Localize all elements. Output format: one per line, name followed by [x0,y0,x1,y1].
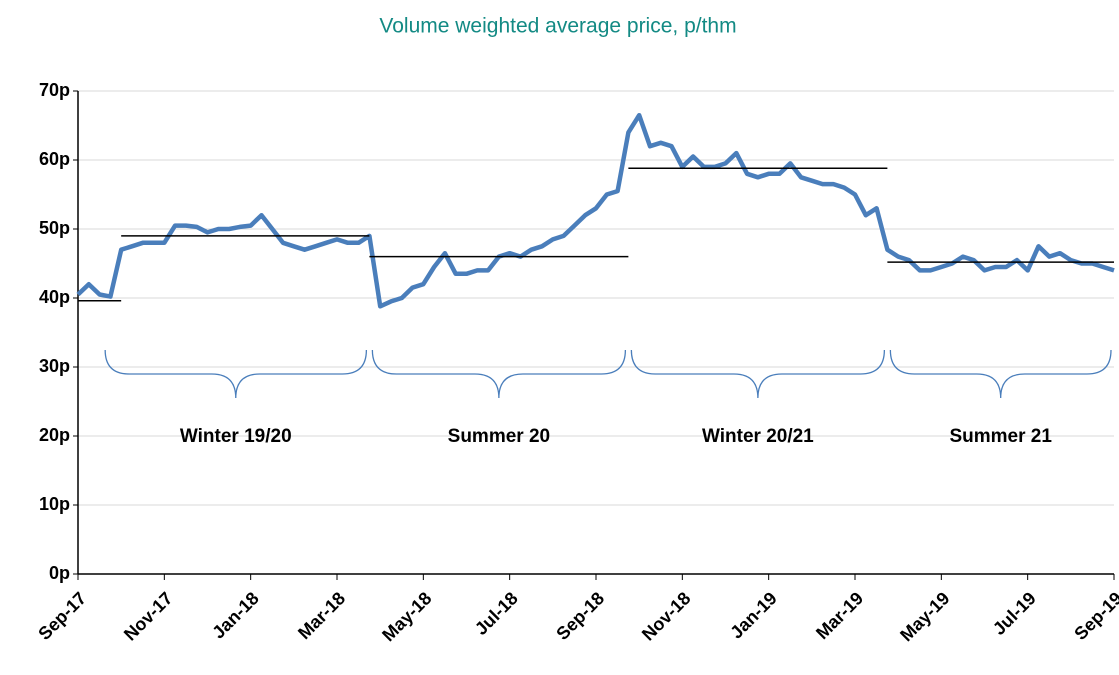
x-tick-label: May-18 [378,588,435,645]
x-tick-label: Jan-18 [208,588,262,642]
y-tick-label: 60p [39,149,70,169]
y-tick-label: 10p [39,494,70,514]
x-tick-label: Jul-19 [989,588,1040,639]
x-tick-label: Jul-18 [471,588,522,639]
period-label: Summer 21 [949,426,1052,447]
y-tick-label: 70p [39,80,70,100]
period-label: Summer 20 [448,426,550,447]
y-tick-label: 40p [39,287,70,307]
x-tick-label: Nov-18 [638,588,695,645]
period-label: Winter 20/21 [702,426,814,447]
x-tick-label: Sep-19 [1070,588,1119,644]
price-line [76,112,1115,309]
period-brace [104,349,368,399]
period-label: Winter 19/20 [180,426,292,447]
x-tick-label: Sep-18 [552,588,608,644]
x-tick-label: Mar-18 [294,588,349,643]
period-brace [630,349,886,399]
y-tick-label: 50p [39,218,70,238]
x-tick-label: May-19 [896,588,953,645]
y-tick-label: 0p [49,563,70,583]
period-brace [371,349,627,399]
x-tick-label: Nov-17 [120,588,177,645]
chart-title: Volume weighted average price, p/thm [379,15,736,38]
y-tick-label: 20p [39,425,70,445]
period-brace [889,349,1112,399]
x-tick-label: Mar-19 [812,588,867,643]
x-tick-label: Jan-19 [726,588,780,642]
x-tick-label: Sep-17 [34,588,90,644]
y-tick-label: 30p [39,356,70,376]
